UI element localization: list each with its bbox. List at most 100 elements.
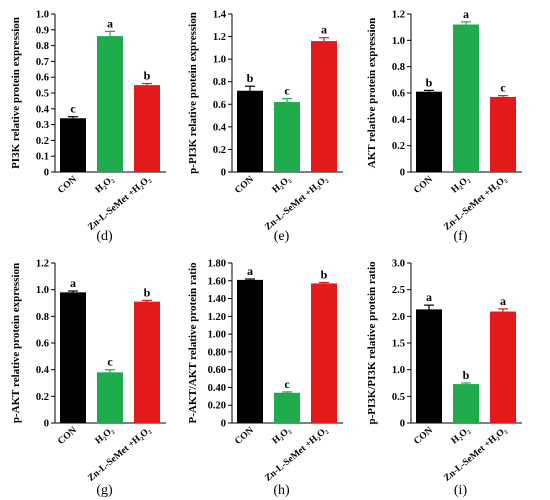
y-tick-label: 0	[221, 168, 226, 179]
bar-0	[237, 279, 263, 423]
bar-2	[134, 85, 160, 172]
significance-letter: a	[70, 276, 76, 290]
significance-letter: a	[500, 294, 506, 308]
panel-label: (i)	[454, 483, 468, 498]
category-label: H₂O₂	[271, 175, 293, 196]
y-axis-title: p-PI3K/PI3K relative protein ratio	[366, 261, 378, 425]
y-tick-label: 2.0	[392, 312, 405, 323]
y-tick-label: 3.0	[392, 259, 405, 270]
y-tick-label: 1.2	[213, 32, 226, 43]
panel-g: 0 0.2 0.4 0.6 0.8 1.0 1.2 p-AKT relative protei…	[10, 259, 166, 498]
y-tick-label: 1.2	[392, 10, 405, 21]
y-axis-title: PI3K relative protein expression	[10, 17, 22, 169]
significance-letter: c	[70, 102, 76, 116]
y-tick-label: 0.5	[392, 392, 405, 403]
bar-0	[60, 118, 86, 172]
y-tick-label: 0.8	[392, 62, 405, 73]
y-tick-label: 0.7	[36, 57, 49, 68]
y-tick-label: 0.3	[36, 120, 49, 131]
panel-label: (e)	[274, 229, 290, 244]
y-tick-label: 0.20	[208, 401, 226, 412]
panel-label: (f)	[454, 229, 468, 244]
category-label: H₂O₂	[94, 175, 116, 196]
significance-letter: b	[144, 69, 151, 83]
y-tick-label: 1.60	[208, 276, 226, 287]
category-label: H₂O₂	[450, 175, 472, 196]
significance-letter: b	[321, 268, 328, 282]
bar-2	[311, 41, 337, 173]
category-label: CON	[233, 175, 256, 196]
bar-0	[60, 292, 86, 423]
significance-letter: a	[463, 7, 469, 21]
category-label: CON	[412, 175, 435, 196]
significance-letter: c	[284, 84, 290, 98]
category-label: CON	[233, 426, 256, 447]
y-tick-label: 1.0	[213, 55, 226, 66]
y-tick-label: 1.2	[36, 259, 49, 270]
y-tick-label: 0.4	[36, 104, 50, 115]
y-tick-label: 0	[44, 419, 49, 430]
category-label: CON	[56, 426, 79, 447]
bar-2	[490, 96, 516, 172]
significance-letter: c	[107, 355, 113, 369]
y-tick-label: 2.5	[392, 285, 405, 296]
bar-0	[237, 90, 263, 172]
y-tick-label: 0.4	[36, 365, 50, 376]
y-tick-label: 1.5	[392, 339, 405, 350]
panel-label: (g)	[96, 483, 113, 498]
bar-2	[490, 311, 516, 423]
y-tick-label: 0.60	[208, 365, 226, 376]
y-tick-label: 1.40	[208, 294, 226, 305]
bar-0	[416, 91, 442, 172]
y-tick-label: 0.6	[36, 339, 49, 350]
significance-letter: b	[144, 285, 151, 299]
panel-label: (d)	[96, 229, 113, 244]
y-tick-label: 0.80	[208, 347, 226, 358]
y-tick-label: 0.40	[208, 383, 226, 394]
bar-1	[453, 384, 479, 423]
y-tick-label: 0.4	[213, 122, 227, 133]
significance-letter: a	[321, 23, 327, 37]
significance-letter: c	[284, 377, 290, 391]
y-tick-label: 1.0	[392, 365, 405, 376]
y-tick-label: 1.4	[213, 10, 227, 21]
y-tick-label: 1.20	[208, 312, 226, 323]
bar-1	[453, 24, 479, 173]
y-tick-label: 0	[221, 419, 226, 430]
bar-2	[311, 283, 337, 423]
significance-letter: b	[426, 75, 433, 89]
y-tick-label: 1.80	[208, 259, 226, 270]
y-tick-label: 0	[400, 168, 405, 179]
category-label: Zn-L-SeMet +H₂O₂	[86, 175, 153, 233]
bar-1	[97, 372, 123, 423]
category-label: H₂O₂	[271, 426, 293, 447]
bar-1	[97, 36, 123, 173]
category-label: Zn-L-SeMet +H₂O₂	[86, 426, 153, 484]
bar-2	[134, 301, 160, 423]
panel-e: 0 0.2 0.4 0.6 0.8 1.0 1.2 1.4 p-PI3K relative pr…	[187, 10, 343, 244]
bar-0	[416, 309, 442, 423]
significance-letter: b	[247, 71, 254, 85]
significance-letter: a	[247, 264, 253, 278]
panel-d: 0 0.1 0.2 0.3 0.4 0.5 0.6 0.7 0.8 0.9 1.0 PI3K rela…	[10, 10, 166, 244]
category-label: Zn-L-SeMet +H₂O₂	[442, 426, 509, 484]
y-axis-title: P-AKT/AKT relative protein ratio	[187, 262, 199, 424]
y-tick-label: 0.8	[213, 77, 226, 88]
y-tick-label: 0.2	[36, 392, 49, 403]
bar-1	[274, 102, 300, 172]
y-tick-label: 0.6	[36, 73, 49, 84]
y-axis-title: p-PI3K relative protein expression	[187, 12, 199, 174]
bar-1	[274, 392, 300, 423]
y-tick-label: 0.2	[36, 136, 49, 147]
y-tick-label: 0.1	[36, 152, 49, 163]
y-tick-label: 0.6	[392, 89, 405, 100]
panel-h: 0 0.20 0.40 0.60 0.80 1.00 1.20 1.40 1.60 1.80 P-A…	[187, 259, 343, 498]
y-tick-label: 0.9	[36, 25, 49, 36]
y-tick-label: 1.0	[36, 285, 49, 296]
significance-letter: c	[500, 81, 506, 95]
y-tick-label: 0.8	[36, 41, 49, 52]
significance-letter: b	[463, 368, 470, 382]
category-label: H₂O₂	[94, 426, 116, 447]
y-tick-label: 0	[400, 419, 405, 430]
